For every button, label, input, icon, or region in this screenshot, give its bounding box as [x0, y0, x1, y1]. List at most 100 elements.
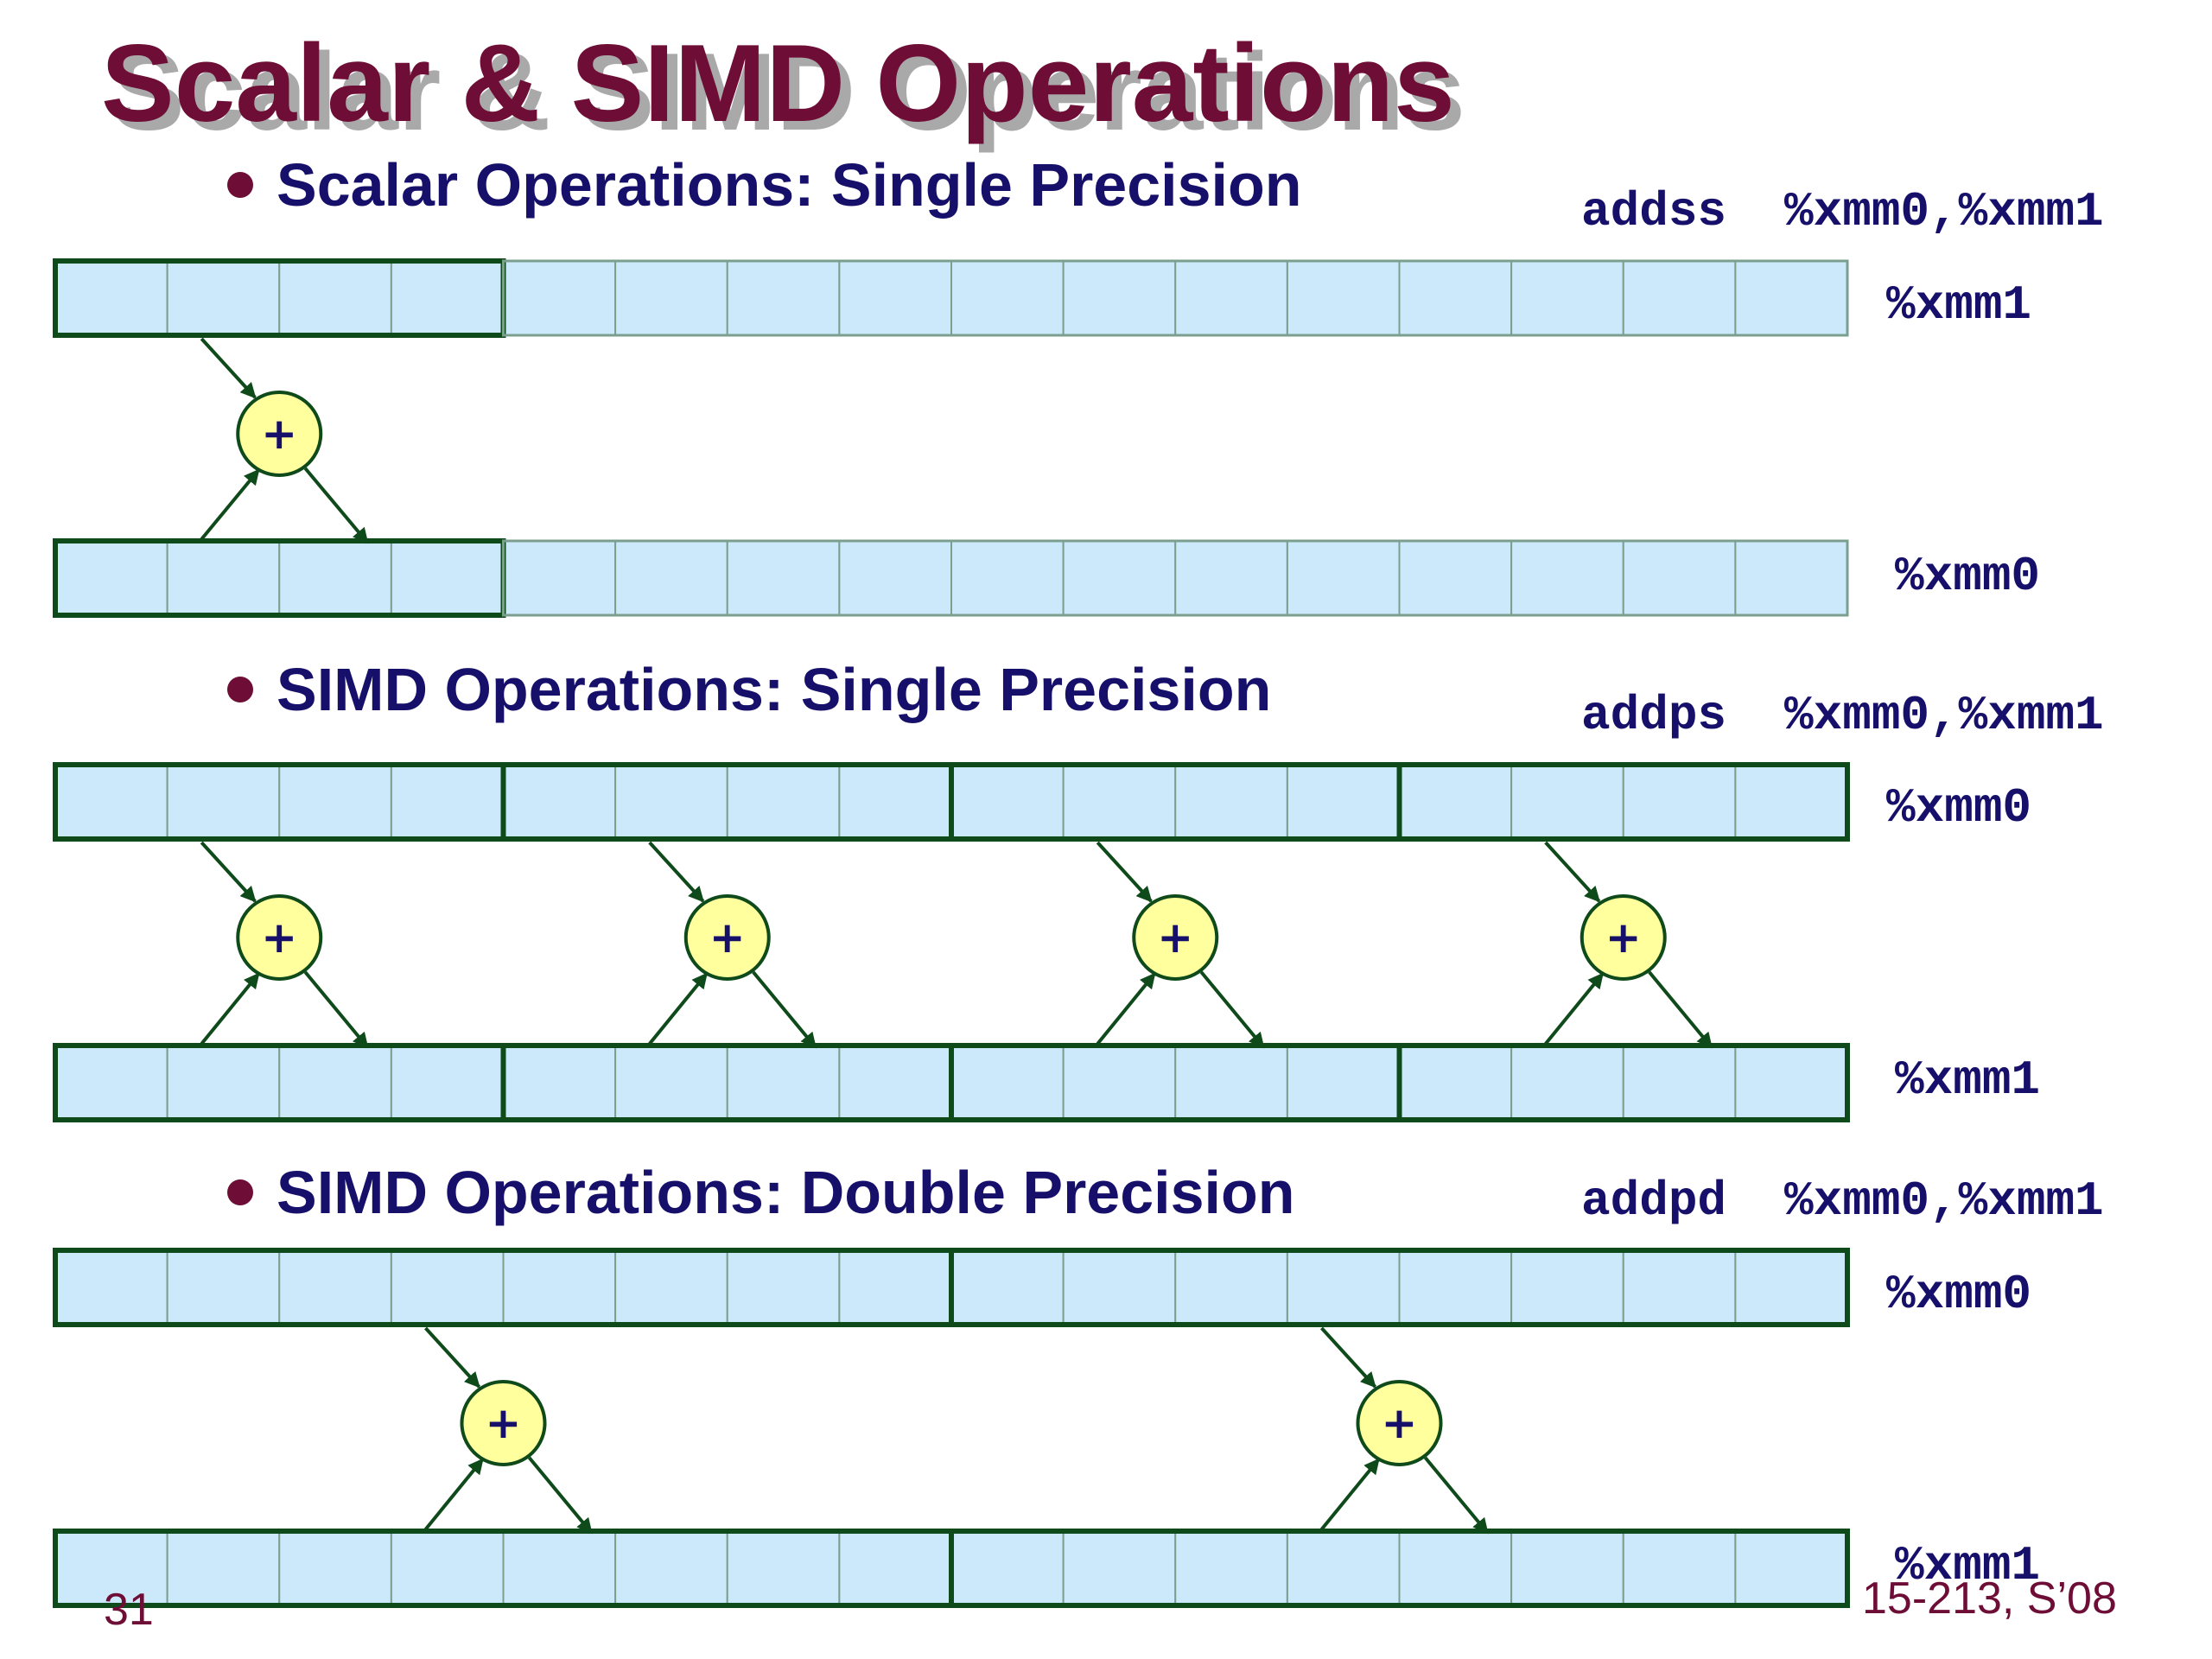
register-cell	[502, 260, 617, 336]
instruction-text: addps %xmm0,%xmm1	[1581, 688, 2104, 743]
arrow-adder-to-result	[303, 467, 369, 544]
register-cell	[390, 260, 505, 336]
register-cell	[1622, 1249, 1737, 1325]
register-cell	[54, 1045, 168, 1121]
adder-circle	[1132, 894, 1219, 981]
register-cell	[950, 1249, 1065, 1325]
register-lane-border	[1396, 1043, 1850, 1122]
register-cell	[390, 1249, 505, 1325]
register-cell	[502, 1530, 617, 1606]
register-cell	[278, 1249, 392, 1325]
arrow-adder-to-result	[527, 1456, 594, 1535]
register-cell	[278, 1045, 392, 1121]
bottom-register	[53, 1043, 1850, 1122]
footer-course: 15-213, S’08	[1862, 1573, 2117, 1624]
register-cell	[838, 1249, 952, 1325]
register-cell	[54, 540, 168, 616]
register-cell	[838, 764, 952, 840]
adder-4: +	[1544, 841, 1713, 1049]
register-cell	[1062, 1530, 1177, 1606]
register-cell	[614, 1249, 728, 1325]
bottom-register-label: %xmm1	[1895, 1538, 2040, 1593]
instruction-operands: %xmm0,%xmm1	[1784, 688, 2104, 743]
register-cell	[1398, 260, 1513, 336]
register-cell	[502, 764, 617, 840]
sections-layer: Scalar Operations: Single Precision addss…	[53, 151, 2104, 1608]
section-heading: SIMD Operations: Single Precision	[276, 656, 1271, 723]
instruction-operands: %xmm0,%xmm1	[1784, 184, 2104, 239]
arrow-top-to-adder	[1320, 1326, 1376, 1389]
register-cell	[1510, 260, 1624, 336]
instruction-text: addpd %xmm0,%xmm1	[1581, 1173, 2104, 1229]
plus-sign: +	[261, 409, 297, 459]
plus-sign: +	[709, 912, 746, 963]
register-cell	[502, 1045, 617, 1121]
plus-sign: +	[1605, 912, 1642, 963]
register-cell	[1062, 540, 1177, 616]
register-lane-border	[949, 1248, 1850, 1327]
bottom-register-label: %xmm0	[1895, 549, 2040, 604]
register-cell	[1286, 1045, 1401, 1121]
register-cell	[1510, 540, 1624, 616]
register-cell	[1062, 764, 1177, 840]
plus-sign: +	[486, 1398, 522, 1448]
register-cell	[1510, 764, 1624, 840]
arrow-bottom-to-adder	[200, 972, 260, 1046]
register-cell	[1398, 540, 1513, 616]
section-2: SIMD Operations: Single Precision addps %x…	[53, 656, 2104, 1122]
arrow-bottom-to-adder	[1096, 972, 1156, 1046]
plus-sign: +	[1157, 912, 1193, 963]
adder-2: +	[648, 841, 817, 1049]
register-cell	[950, 540, 1065, 616]
instruction-text: addss %xmm0,%xmm1	[1581, 184, 2104, 239]
register-cell	[614, 1045, 728, 1121]
register-cell	[1286, 764, 1401, 840]
register-cell	[278, 540, 392, 616]
arrow-top-to-adder	[1096, 841, 1153, 903]
register-cell	[1398, 764, 1513, 840]
section-1: Scalar Operations: Single Precision addss…	[53, 151, 2104, 618]
register-cell	[614, 1530, 728, 1606]
adder-3: +	[1096, 841, 1265, 1049]
bullet-dot	[227, 1179, 253, 1205]
arrow-adder-to-result	[1423, 1456, 1490, 1535]
register-cell	[166, 1530, 281, 1606]
slide-title-shadow: Scalar & SIMD Operations	[111, 30, 1465, 153]
adder-1: +	[200, 841, 369, 1049]
arrow-top-to-adder	[200, 337, 257, 399]
bullet-dot	[227, 172, 253, 198]
register-cell	[1622, 764, 1737, 840]
register-cell	[950, 1530, 1065, 1606]
adder-circle	[1356, 1380, 1443, 1466]
register-cell	[166, 260, 281, 336]
register-cell	[1286, 540, 1401, 616]
arrow-bottom-to-adder	[200, 468, 260, 541]
instruction-mnemonic: addss	[1581, 184, 1726, 239]
register-cell	[1286, 1530, 1401, 1606]
register-cell	[726, 540, 841, 616]
register-cell	[390, 1530, 505, 1606]
register-cell	[1622, 540, 1737, 616]
instruction-mnemonic: addpd	[1581, 1173, 1726, 1229]
register-cell	[614, 540, 728, 616]
register-cell	[166, 764, 281, 840]
arrow-bottom-to-adder	[423, 1458, 485, 1531]
register-cell	[502, 1249, 617, 1325]
arrow-top-to-adder	[648, 841, 705, 903]
register-cell	[1622, 1530, 1737, 1606]
register-cell	[614, 260, 728, 336]
register-cell	[390, 764, 505, 840]
register-cell	[950, 1045, 1065, 1121]
register-cell	[54, 764, 168, 840]
arrow-top-to-adder	[424, 1326, 480, 1389]
register-cell	[838, 1530, 952, 1606]
register-cell	[54, 260, 168, 336]
register-cell	[1062, 260, 1177, 336]
register-cell	[278, 260, 392, 336]
register-cell	[166, 1045, 281, 1121]
bottom-register-label: %xmm1	[1895, 1052, 2040, 1108]
arrow-adder-to-result	[752, 970, 817, 1049]
register-cell	[1734, 1530, 1848, 1606]
register-cell	[1734, 1249, 1848, 1325]
top-register	[53, 1248, 1850, 1327]
